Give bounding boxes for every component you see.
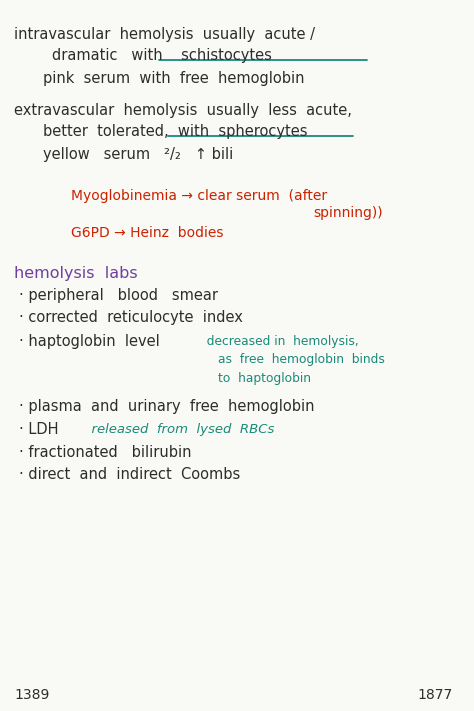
Text: decreased in  hemolysis,: decreased in hemolysis,: [199, 335, 359, 348]
Text: Myoglobinemia → clear serum  (after: Myoglobinemia → clear serum (after: [71, 189, 327, 203]
Text: 1389: 1389: [14, 688, 50, 702]
Text: spinning)): spinning)): [313, 206, 383, 220]
Text: 1877: 1877: [417, 688, 452, 702]
Text: · plasma  and  urinary  free  hemoglobin: · plasma and urinary free hemoglobin: [19, 399, 314, 415]
Text: pink  serum  with  free  hemoglobin: pink serum with free hemoglobin: [43, 70, 304, 86]
Text: as  free  hemoglobin  binds: as free hemoglobin binds: [218, 353, 385, 366]
Text: to  haptoglobin: to haptoglobin: [218, 372, 311, 385]
Text: hemolysis  labs: hemolysis labs: [14, 265, 138, 281]
Text: · fractionated   bilirubin: · fractionated bilirubin: [19, 444, 191, 460]
Text: · corrected  reticulocyte  index: · corrected reticulocyte index: [19, 309, 243, 325]
Text: released  from  lysed  RBCs: released from lysed RBCs: [83, 423, 274, 436]
Text: G6PD → Heinz  bodies: G6PD → Heinz bodies: [71, 226, 224, 240]
Text: · haptoglobin  level: · haptoglobin level: [19, 333, 160, 349]
Text: · direct  and  indirect  Coombs: · direct and indirect Coombs: [19, 466, 240, 482]
Text: better  tolerated,  with  spherocytes: better tolerated, with spherocytes: [43, 124, 307, 139]
Text: · LDH: · LDH: [19, 422, 58, 437]
Text: extravascular  hemolysis  usually  less  acute,: extravascular hemolysis usually less acu…: [14, 102, 352, 118]
Text: intravascular  hemolysis  usually  acute /: intravascular hemolysis usually acute /: [14, 26, 315, 42]
Text: · peripheral   blood   smear: · peripheral blood smear: [19, 288, 218, 304]
Text: yellow   serum   ²/₂   ↑ bili: yellow serum ²/₂ ↑ bili: [43, 146, 233, 162]
Text: dramatic   with    schistocytes: dramatic with schistocytes: [52, 48, 272, 63]
